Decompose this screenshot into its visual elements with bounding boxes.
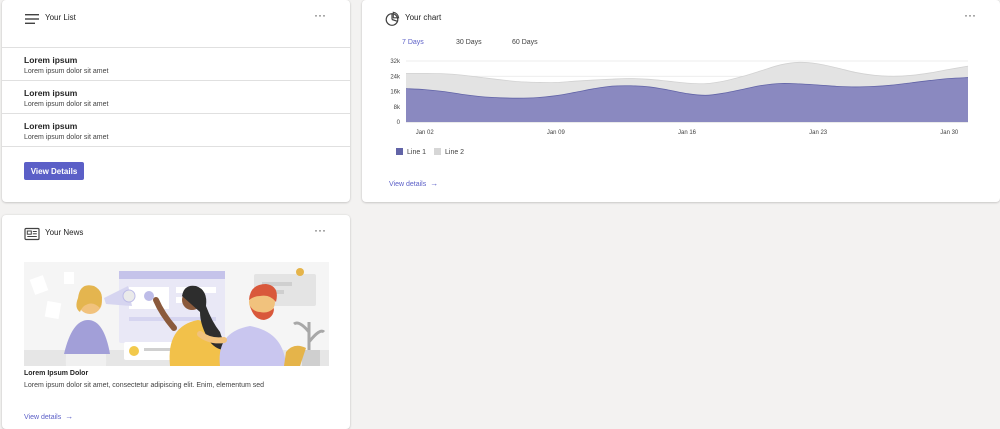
list-item-title: Lorem ipsum — [24, 121, 78, 131]
area-chart: 0 8k 16k 24k 32k Jan 02 Jan 09 Jan 16 Jan 23 Jan … — [390, 59, 969, 136]
tab-7-days[interactable]: 7 Days — [402, 39, 424, 46]
tab-60-days[interactable]: 60 Days — [512, 39, 538, 46]
series-line-2 — [405, 61, 969, 85]
x-tick-label: Jan 02 — [416, 130, 435, 136]
arrow-right-icon: → — [430, 179, 439, 188]
hamburger-menu-icon — [25, 14, 39, 24]
link-label: View details — [24, 414, 62, 421]
tab-30-days[interactable]: 30 Days — [456, 39, 482, 46]
news-article-description: Lorem ipsum dolor sit amet, consectetur … — [24, 382, 265, 389]
y-tick-label: 16k — [390, 90, 401, 96]
series-line-1 — [405, 77, 969, 99]
link-label: View details — [389, 181, 427, 188]
view-details-button[interactable]: View Details — [24, 162, 84, 180]
list-item-subtitle: Lorem ipsum dolor sit amet — [24, 68, 109, 75]
list-card-header: Your List ··· — [2, 0, 350, 38]
x-tick-label: Jan 23 — [809, 130, 828, 136]
x-tick-label: Jan 30 — [940, 130, 959, 136]
y-tick-label: 24k — [390, 74, 401, 80]
x-tick-label: Jan 09 — [547, 130, 566, 136]
team-collaboration-illustration — [24, 262, 329, 366]
list-item-subtitle: Lorem ipsum dolor sit amet — [24, 101, 109, 108]
legend-swatch — [434, 148, 441, 155]
list-item-subtitle: Lorem ipsum dolor sit amet — [24, 134, 109, 141]
legend-label: Line 2 — [445, 149, 465, 156]
news-card-header: Your News ··· — [2, 215, 350, 253]
news-card-title: Your News — [45, 228, 84, 237]
chart-view-details-link[interactable]: View details → — [389, 179, 438, 188]
y-tick-label: 8k — [394, 105, 401, 111]
list-items: Lorem ipsum Lorem ipsum dolor sit amet L… — [2, 47, 350, 147]
list-item[interactable]: Lorem ipsum Lorem ipsum dolor sit amet — [2, 114, 350, 147]
arrow-right-icon: → — [65, 412, 74, 421]
news-more-options-button[interactable]: ··· — [314, 223, 326, 237]
y-tick-label: 32k — [390, 59, 401, 65]
chart-card-header: Your chart ··· — [362, 0, 1000, 38]
list-item[interactable]: Lorem ipsum Lorem ipsum dolor sit amet — [2, 48, 350, 81]
news-article-title[interactable]: Lorem Ipsum Dolor — [24, 370, 89, 377]
legend-label: Line 1 — [407, 149, 427, 156]
your-chart-card: Your chart ··· 7 Days 30 Days 60 Days 0 8… — [362, 0, 1000, 202]
legend-item-line-1[interactable]: Line 1 — [396, 148, 426, 156]
legend-item-line-2[interactable]: Line 2 — [434, 148, 464, 156]
list-card-title: Your List — [45, 13, 76, 22]
list-more-options-button[interactable]: ··· — [314, 8, 326, 22]
news-icon — [24, 227, 40, 241]
series-area-1 — [406, 77, 968, 122]
y-tick-label: 0 — [397, 120, 401, 126]
chart-more-options-button[interactable]: ··· — [964, 8, 976, 22]
list-item-title: Lorem ipsum — [24, 88, 78, 98]
news-view-details-link[interactable]: View details → — [24, 412, 73, 421]
your-news-card: Your News ··· — [2, 215, 350, 429]
x-tick-label: Jan 16 — [678, 130, 697, 136]
legend-swatch — [396, 148, 403, 155]
your-list-card: Your List ··· Lorem ipsum Lorem ipsum do… — [2, 0, 350, 202]
list-item-title: Lorem ipsum — [24, 55, 78, 65]
list-item[interactable]: Lorem ipsum Lorem ipsum dolor sit amet — [2, 81, 350, 114]
pie-chart-icon — [385, 11, 400, 26]
chart-card-title: Your chart — [405, 13, 442, 22]
